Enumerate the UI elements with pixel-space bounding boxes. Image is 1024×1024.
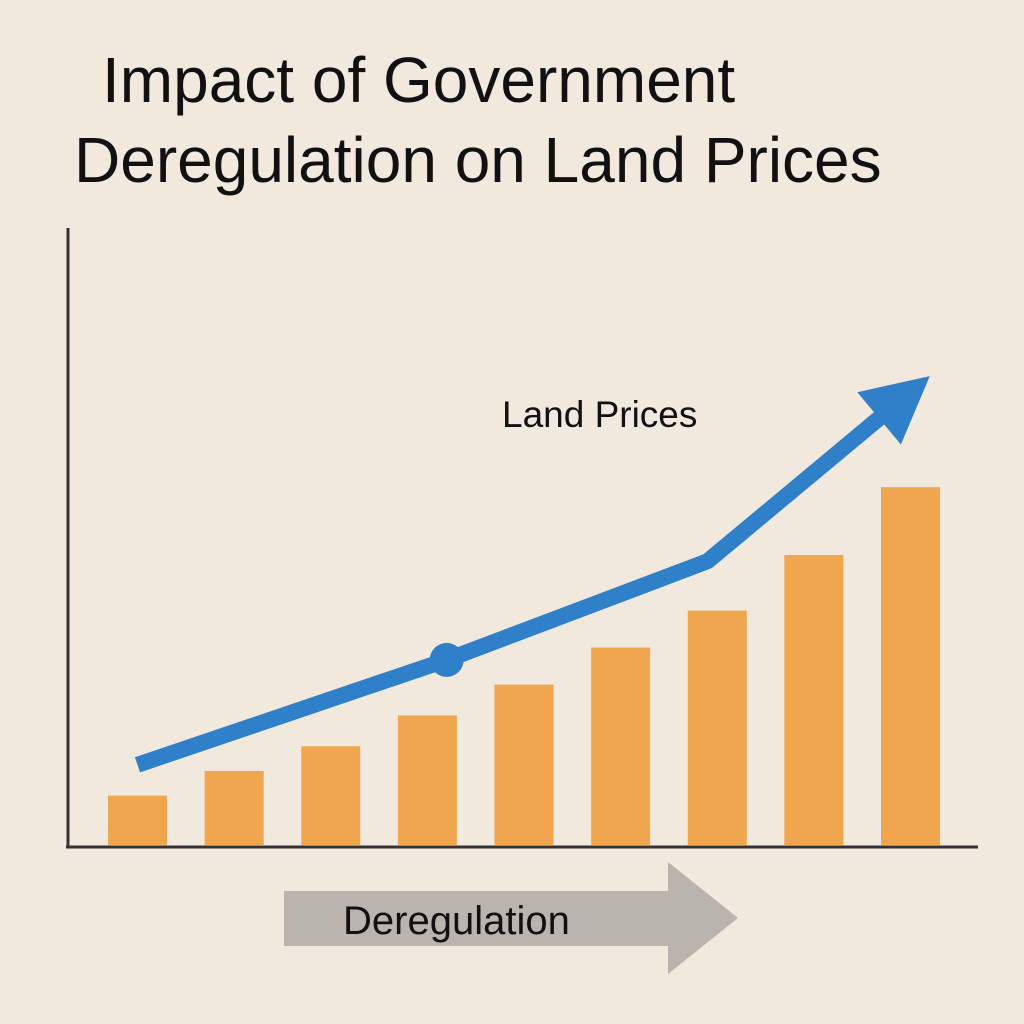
land-prices-line bbox=[134, 407, 891, 773]
land-prices-series bbox=[134, 376, 930, 773]
chart-title-line-1: Impact of Government bbox=[102, 44, 736, 116]
x-axis-label: Deregulation bbox=[343, 899, 570, 943]
bar-series bbox=[108, 487, 940, 845]
land-prices-label: Land Prices bbox=[502, 394, 697, 435]
bar-7 bbox=[687, 610, 747, 845]
bar-6 bbox=[591, 647, 651, 845]
bar-4 bbox=[397, 715, 457, 845]
chart-title: Impact of Government Deregulation on Lan… bbox=[0, 0, 1024, 200]
chart-title-line-2: Deregulation on Land Prices bbox=[74, 124, 882, 196]
bar-8 bbox=[784, 555, 844, 845]
bar-2 bbox=[204, 770, 264, 845]
bar-5 bbox=[494, 684, 554, 845]
bar-1 bbox=[108, 795, 167, 845]
deregulation-arrow bbox=[284, 862, 738, 974]
bar-3 bbox=[301, 746, 361, 845]
bar-9 bbox=[881, 487, 940, 845]
land-prices-arrowhead bbox=[857, 376, 930, 445]
land-prices-marker bbox=[429, 642, 464, 677]
